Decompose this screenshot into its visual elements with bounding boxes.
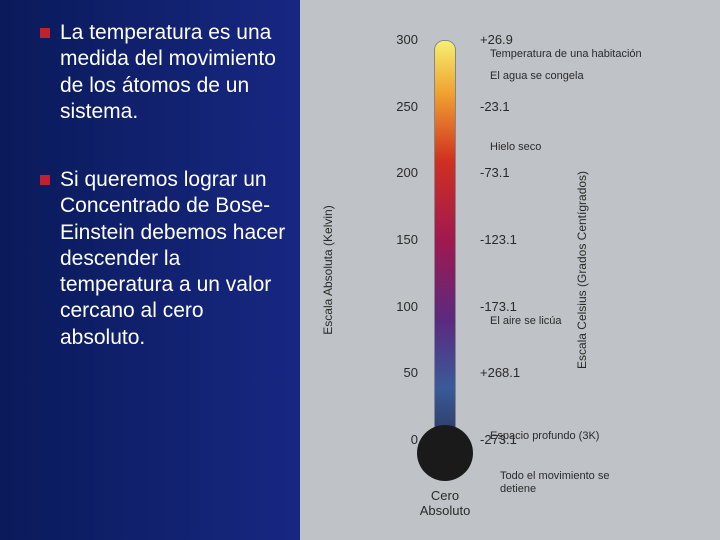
slide: La temperatura es una medida del movimie… [0, 0, 720, 540]
axis-label-celsius: Escala Celsius (Grados Centígrados) [575, 171, 589, 369]
thermometer-tube [434, 40, 456, 440]
thermometer-segment [435, 241, 455, 321]
celsius-value: -273.1 [480, 432, 517, 447]
celsius-value: +26.9 [480, 32, 513, 47]
thermometer [430, 40, 460, 470]
kelvin-tick: 200 [368, 165, 418, 180]
zero-absolute-label: Cero Absoluto [405, 488, 485, 518]
chart-column: Escala Absoluta (Kelvin) Escala Celsius … [300, 0, 720, 540]
temperature-note: El aire se licúa [490, 315, 562, 328]
bullet-text: Si queremos lograr un Concentrado de Bos… [60, 167, 292, 351]
thermometer-bulb-icon [417, 425, 473, 481]
bullet-item: Si queremos lograr un Concentrado de Bos… [40, 167, 292, 351]
kelvin-tick: 300 [368, 32, 418, 47]
kelvin-tick: 0 [368, 432, 418, 447]
celsius-value: -123.1 [480, 232, 517, 247]
bullet-item: La temperatura es una medida del movimie… [40, 20, 292, 125]
bullet-marker-icon [40, 28, 50, 38]
bullet-text: La temperatura es una medida del movimie… [60, 20, 292, 125]
kelvin-tick: 50 [368, 365, 418, 380]
thermometer-segment [435, 161, 455, 241]
thermometer-chart: Escala Absoluta (Kelvin) Escala Celsius … [310, 20, 710, 520]
temperature-note: Temperatura de una habitación [490, 48, 642, 61]
bullet-marker-icon [40, 175, 50, 185]
thermometer-segment [435, 94, 455, 161]
celsius-value: +268.1 [480, 365, 520, 380]
celsius-value: -173.1 [480, 299, 517, 314]
thermometer-segment [435, 41, 455, 94]
thermometer-segment [435, 321, 455, 388]
kelvin-tick: 250 [368, 99, 418, 114]
motion-stops-note: Todo el movimiento se detiene [500, 470, 640, 495]
kelvin-tick: 100 [368, 299, 418, 314]
celsius-value: -73.1 [480, 165, 510, 180]
temperature-note: El agua se congela [490, 70, 584, 83]
text-column: La temperatura es una medida del movimie… [0, 0, 300, 540]
temperature-note: Hielo seco [490, 141, 541, 154]
celsius-value: -23.1 [480, 99, 510, 114]
axis-label-kelvin: Escala Absoluta (Kelvin) [321, 205, 335, 334]
kelvin-tick: 150 [368, 232, 418, 247]
